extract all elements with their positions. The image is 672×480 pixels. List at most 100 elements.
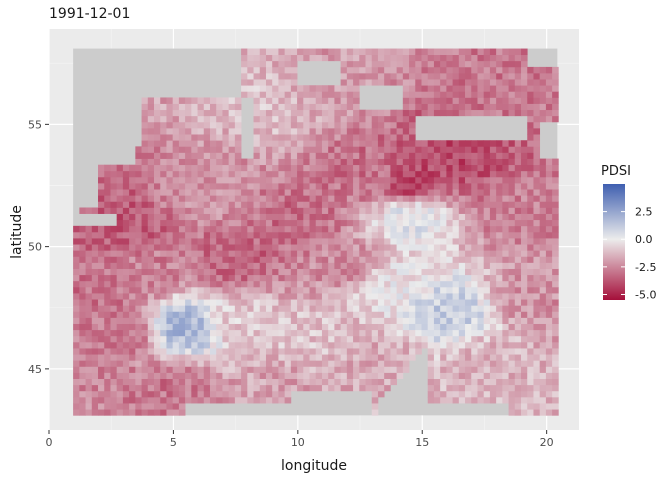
heatmap-cell	[483, 97, 491, 104]
heatmap-cell	[247, 396, 254, 404]
heatmap-cell	[321, 262, 329, 269]
heatmap-cell	[371, 274, 379, 282]
heatmap-cell	[384, 384, 391, 392]
heatmap-cell	[272, 195, 279, 202]
heatmap-cell	[353, 372, 360, 379]
heatmap-cell	[508, 403, 516, 410]
heatmap-cell	[122, 164, 130, 172]
heatmap-cell	[353, 280, 360, 288]
heatmap-cell	[514, 219, 522, 227]
heatmap-cell	[353, 109, 360, 117]
heatmap-cell	[203, 109, 211, 117]
heatmap-cell	[265, 378, 273, 386]
heatmap-cell	[496, 268, 503, 276]
heatmap-cell	[147, 341, 155, 349]
heatmap-cell	[241, 201, 248, 208]
heatmap-cell	[303, 146, 310, 153]
heatmap-cell	[315, 354, 323, 361]
heatmap-cell	[185, 299, 192, 306]
heatmap-cell	[234, 225, 242, 233]
heatmap-cell	[178, 158, 186, 166]
heatmap-cell	[154, 121, 161, 129]
heatmap-cell	[539, 91, 547, 98]
heatmap-cell	[278, 201, 285, 208]
heatmap-cell	[98, 195, 105, 202]
heatmap-cell	[545, 158, 553, 166]
heatmap-cell	[197, 341, 205, 349]
heatmap-cell	[222, 384, 229, 392]
heatmap-cell	[359, 79, 366, 86]
heatmap-cell	[272, 103, 279, 111]
heatmap-cell	[533, 366, 541, 373]
heatmap-cell	[147, 384, 155, 392]
heatmap-cell	[483, 231, 491, 239]
heatmap-cell	[209, 250, 217, 257]
heatmap-cell	[253, 140, 261, 147]
heatmap-cell	[315, 183, 323, 190]
heatmap-cell	[122, 299, 130, 306]
heatmap-cell	[154, 164, 161, 172]
heatmap-cell	[390, 250, 397, 257]
heatmap-cell	[433, 378, 441, 386]
heatmap-cell	[321, 189, 329, 196]
heatmap-cell	[135, 366, 142, 373]
heatmap-cell	[402, 317, 410, 324]
heatmap-cell	[79, 231, 86, 239]
heatmap-cell	[390, 311, 397, 318]
heatmap-cell	[514, 213, 522, 221]
heatmap-cell	[222, 109, 229, 117]
heatmap-cell	[402, 286, 410, 294]
heatmap-cell	[340, 280, 348, 288]
heatmap-cell	[496, 299, 503, 306]
heatmap-cell	[458, 164, 466, 172]
heatmap-cell	[122, 262, 130, 269]
heatmap-cell	[545, 348, 553, 355]
heatmap-cell	[527, 384, 534, 392]
heatmap-cell	[297, 280, 304, 288]
heatmap-cell	[533, 329, 541, 337]
heatmap-cell	[284, 268, 292, 276]
heatmap-cell	[228, 121, 236, 129]
heatmap-cell	[353, 91, 360, 98]
heatmap-cell	[477, 48, 485, 56]
heatmap-cell	[216, 195, 223, 202]
heatmap-cell	[203, 97, 211, 104]
heatmap-cell	[265, 299, 273, 306]
heatmap-cell	[178, 219, 186, 227]
heatmap-cell	[458, 360, 466, 367]
heatmap-cell	[346, 73, 354, 80]
heatmap-cell	[508, 85, 516, 92]
heatmap-cell	[539, 183, 547, 190]
heatmap-cell	[241, 170, 248, 178]
heatmap-cell	[371, 140, 379, 147]
heatmap-cell	[452, 195, 460, 202]
heatmap-cell	[527, 311, 534, 318]
heatmap-cell	[396, 360, 404, 367]
heatmap-cell	[98, 390, 105, 398]
heatmap-cell	[91, 299, 99, 306]
heatmap-cell	[471, 219, 478, 227]
heatmap-cell	[452, 85, 460, 92]
heatmap-cell	[334, 268, 341, 276]
heatmap-cell	[514, 378, 522, 386]
heatmap-cell	[259, 225, 267, 233]
heatmap-cell	[160, 348, 167, 355]
heatmap-cell	[489, 66, 497, 74]
legend-break-label: 0.0	[635, 233, 653, 246]
heatmap-cell	[496, 256, 503, 263]
heatmap-cell	[315, 189, 323, 196]
heatmap-cell	[521, 384, 528, 392]
heatmap-cell	[247, 317, 254, 324]
heatmap-cell	[365, 280, 373, 288]
heatmap-cell	[502, 268, 509, 276]
heatmap-cell	[91, 317, 99, 324]
heatmap-cell	[384, 305, 391, 312]
heatmap-cell	[278, 195, 285, 202]
heatmap-cell	[116, 317, 124, 324]
heatmap-cell	[284, 152, 292, 159]
heatmap-cell	[471, 73, 478, 80]
heatmap-cell	[172, 274, 180, 282]
heatmap-cell	[346, 183, 354, 190]
heatmap-cell	[527, 176, 534, 184]
heatmap-cell	[197, 201, 205, 208]
